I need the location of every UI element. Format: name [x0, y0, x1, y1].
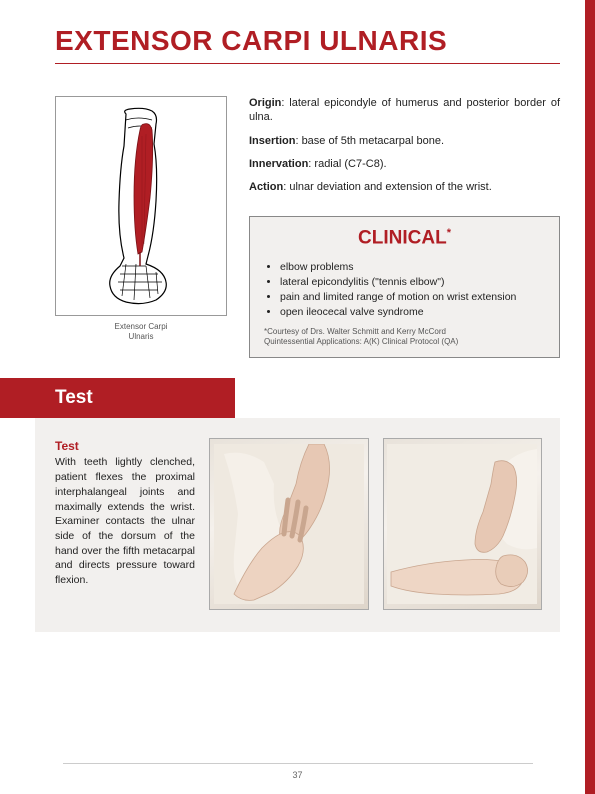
page-title: EXTENSOR CARPI ULNARIS: [55, 25, 560, 64]
clinical-footnote: *Courtesy of Drs. Walter Schmitt and Ker…: [264, 327, 545, 347]
test-heading: Test: [55, 438, 195, 455]
clinical-box: CLINICAL* elbow problemslateral epicondy…: [249, 216, 560, 357]
page-number: 37: [292, 770, 302, 780]
page-footer: 37: [0, 763, 595, 780]
side-accent-bar: [585, 0, 595, 794]
test-photo-2: [383, 438, 543, 610]
info-line: Insertion: base of 5th metacarpal bone.: [249, 134, 560, 148]
anatomy-column: Extensor CarpiUlnaris: [55, 96, 227, 358]
test-text: Test With teeth lightly clenched, patien…: [55, 438, 195, 610]
info-line: Action: ulnar deviation and extension of…: [249, 180, 560, 194]
test-body: With teeth lightly clenched, patient fle…: [55, 456, 195, 586]
info-line: Innervation: radial (C7-C8).: [249, 157, 560, 171]
clinical-item: elbow problems: [280, 260, 545, 275]
anatomy-illustration: [55, 96, 227, 316]
top-row: Extensor CarpiUlnaris Origin: lateral ep…: [55, 96, 560, 358]
clinical-item: open ileocecal valve syndrome: [280, 305, 545, 320]
anatomy-caption: Extensor CarpiUlnaris: [55, 322, 227, 341]
info-line: Origin: lateral epicondyle of humerus an…: [249, 96, 560, 125]
test-banner-wrap: Test: [0, 378, 560, 418]
info-column: Origin: lateral epicondyle of humerus an…: [249, 96, 560, 358]
clinical-heading: CLINICAL*: [264, 227, 545, 249]
test-banner: Test: [0, 378, 235, 418]
page-content: EXTENSOR CARPI ULNARIS: [0, 0, 595, 652]
clinical-item: lateral epicondylitis ("tennis elbow"): [280, 275, 545, 290]
test-photo-1: [209, 438, 369, 610]
forearm-muscle-svg: [86, 106, 196, 306]
test-section: Test With teeth lightly clenched, patien…: [35, 418, 560, 632]
clinical-item: pain and limited range of motion on wris…: [280, 290, 545, 305]
clinical-list: elbow problemslateral epicondylitis ("te…: [264, 260, 545, 321]
